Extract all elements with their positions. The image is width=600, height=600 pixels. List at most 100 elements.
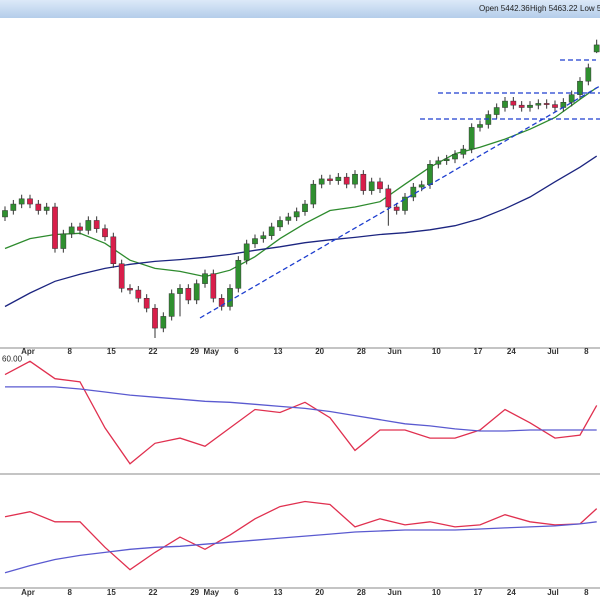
candle-body xyxy=(60,233,67,249)
x-tick-label: Jun xyxy=(388,347,402,356)
candle-body xyxy=(593,44,600,53)
candle-body xyxy=(260,235,267,239)
indicator-line xyxy=(4,500,598,571)
candle-body xyxy=(518,104,525,108)
x-tick-label: 20 xyxy=(315,347,324,356)
candle-body xyxy=(368,181,375,191)
candle-body xyxy=(118,263,125,289)
candle-body xyxy=(493,107,500,115)
indicator-line xyxy=(5,386,597,432)
indicator-line xyxy=(4,87,598,278)
candle-body xyxy=(268,226,275,236)
x-tick-label: 13 xyxy=(274,347,283,356)
candle-body xyxy=(443,158,450,162)
x-tick-label: May xyxy=(204,588,220,597)
x-tick-label: 29 xyxy=(190,347,199,356)
x-tick-label: 13 xyxy=(274,588,283,597)
x-tick-label: Apr xyxy=(21,588,35,597)
candle-body xyxy=(577,80,583,95)
candle-body xyxy=(2,210,8,218)
x-tick-label: 6 xyxy=(234,588,239,597)
candle-body xyxy=(285,216,292,221)
indicator-line xyxy=(4,521,597,574)
candle-body xyxy=(510,100,517,106)
candle-body xyxy=(43,206,50,211)
candle-body xyxy=(18,198,25,205)
candle-body xyxy=(335,176,342,181)
candle-body xyxy=(568,94,575,103)
header-low: Low 5 xyxy=(580,4,600,13)
candle-body xyxy=(318,178,325,185)
candle-body xyxy=(35,203,42,211)
x-tick-label: 6 xyxy=(234,347,239,356)
candle-body xyxy=(352,173,358,185)
header-open: Open 5442.36 xyxy=(479,4,530,13)
candle-body xyxy=(327,178,333,181)
candle-body xyxy=(93,220,100,229)
candle-body xyxy=(218,298,225,307)
x-tick-label: 24 xyxy=(507,347,516,356)
candle-body xyxy=(302,203,308,212)
y-tick-label: 60.00 xyxy=(2,354,23,363)
candle-body xyxy=(168,293,175,317)
plot-background xyxy=(0,18,600,600)
candle-body xyxy=(452,154,458,160)
trend-line xyxy=(199,85,600,319)
candle-body xyxy=(527,104,533,108)
header-bar xyxy=(0,0,600,18)
candle-body xyxy=(102,228,108,238)
indicator-line xyxy=(4,360,598,465)
candle-body xyxy=(160,316,167,329)
candle-body xyxy=(585,67,592,82)
candle-body xyxy=(293,211,300,218)
candle-body xyxy=(243,243,250,261)
candle-body xyxy=(360,173,367,191)
trend-lines xyxy=(199,59,600,319)
candle-body xyxy=(543,103,550,105)
x-tick-label: 28 xyxy=(357,588,366,597)
candle-body xyxy=(227,288,233,307)
header-high: High 5463.22 xyxy=(530,4,578,13)
candle-body xyxy=(402,196,408,211)
candle-body xyxy=(135,289,142,299)
x-tick-label: Jun xyxy=(388,588,402,597)
x-tick-label: 17 xyxy=(474,347,483,356)
x-tick-label: 15 xyxy=(107,347,116,356)
x-tick-label: 8 xyxy=(584,588,589,597)
candle-body xyxy=(418,184,425,188)
candle-body xyxy=(310,183,317,205)
x-tick-label: 10 xyxy=(432,588,441,597)
candle-body xyxy=(343,176,350,185)
x-tick-label: Apr xyxy=(21,347,35,356)
x-tick-label: 24 xyxy=(507,588,516,597)
candle-body xyxy=(52,206,58,249)
candle-body xyxy=(27,198,33,205)
x-tick-label: 22 xyxy=(149,588,158,597)
candle-body xyxy=(193,283,200,301)
candle-body xyxy=(202,273,208,284)
candle-body xyxy=(435,160,442,165)
candle-body xyxy=(460,148,467,155)
candle-body xyxy=(393,206,400,211)
candle-body xyxy=(10,203,17,211)
candle-body xyxy=(427,164,433,186)
candle-body xyxy=(385,188,392,208)
x-tick-label: 8 xyxy=(67,588,72,597)
candle-body xyxy=(152,307,158,329)
candle-body xyxy=(235,259,242,289)
x-tick-label: 8 xyxy=(584,347,589,356)
x-tick-label: 8 xyxy=(67,347,72,356)
candle-body xyxy=(127,288,133,291)
x-tick-label: 17 xyxy=(474,588,483,597)
x-tick-label: Jul xyxy=(547,588,559,597)
x-tick-label: 28 xyxy=(357,347,366,356)
candle-body xyxy=(68,226,75,235)
x-tick-label: May xyxy=(204,347,220,356)
candle-body xyxy=(143,298,150,309)
x-tick-label: 29 xyxy=(190,588,199,597)
candle-body xyxy=(210,273,217,299)
candle-body xyxy=(110,236,117,264)
x-tick-label: 20 xyxy=(315,588,324,597)
